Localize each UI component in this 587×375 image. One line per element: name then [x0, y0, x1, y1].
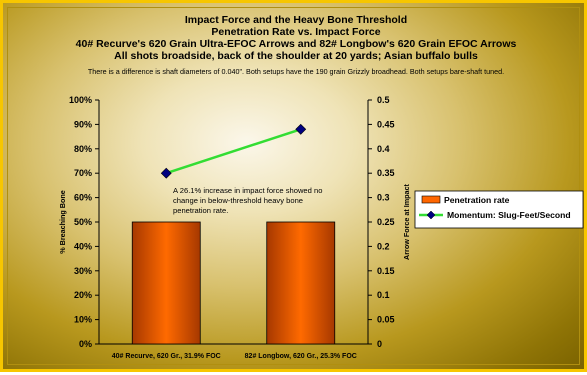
y-tick-label-right: 0.15	[377, 266, 395, 276]
bar	[131, 221, 201, 345]
legend-label: Momentum: Slug-Feet/Second	[447, 210, 571, 220]
chart-annotation-line: A 26.1% increase in impact force showed …	[173, 186, 322, 195]
legend-swatch-marker	[426, 210, 436, 220]
chart-title-line: Impact Force and the Heavy Bone Threshol…	[185, 14, 407, 26]
y-tick-label-right: 0.35	[377, 168, 395, 178]
y-tick-label-left: 90%	[74, 119, 92, 129]
y-tick-label-left: 80%	[74, 144, 92, 154]
chart-inner-border	[7, 7, 580, 365]
y-tick-label-right: 0.45	[377, 119, 395, 129]
y-tick-label-right: 0.2	[377, 241, 390, 251]
x-category-label: 82# Longbow, 620 Gr., 25.3% FOC	[245, 353, 357, 360]
y-tick-label-left: 60%	[74, 193, 92, 203]
y-tick-label-right: 0.5	[377, 95, 390, 105]
y-tick-label-left: 0%	[79, 339, 92, 349]
y-tick-label-left: 70%	[74, 168, 92, 178]
legend-swatch-bar	[421, 195, 441, 204]
y-tick-label-right: 0.3	[377, 193, 390, 203]
chart-annotation-line: penetration rate.	[173, 206, 228, 215]
chart-annotation-line: change in below-threshold heavy bone	[173, 196, 303, 205]
legend-label: Penetration rate	[444, 195, 510, 205]
y-tick-label-left: 20%	[74, 290, 92, 300]
y-tick-label-left: 100%	[69, 95, 92, 105]
y-tick-label-left: 50%	[74, 217, 92, 227]
y-tick-label-left: 40%	[74, 241, 92, 251]
chart-title-line: Penetration Rate vs. Impact Force	[211, 26, 380, 38]
momentum-marker	[295, 123, 307, 135]
legend-box	[414, 190, 584, 229]
y-tick-label-left: 30%	[74, 266, 92, 276]
x-category-label: 40# Recurve, 620 Gr., 31.9% FOC	[112, 353, 221, 360]
y-tick-label-right: 0.25	[377, 217, 395, 227]
y-tick-label-right: 0.4	[377, 144, 390, 154]
chart-subtitle: There is a difference is shaft diameters…	[88, 67, 504, 76]
chart-svg: Impact Force and the Heavy Bone Threshol…	[58, 14, 584, 360]
chart-title-line: All shots broadside, back of the shoulde…	[114, 50, 478, 62]
y-tick-label-right: 0.05	[377, 315, 395, 325]
y-tick-label-right: 0	[377, 339, 382, 349]
momentum-marker	[160, 167, 172, 179]
y-tick-label-left: 10%	[74, 315, 92, 325]
y-tick-label-right: 0.1	[377, 290, 390, 300]
momentum-line	[165, 128, 302, 175]
y-axis-label-right: Arrow Force at Impact	[402, 183, 411, 259]
y-axis-label-left: % Breaching Bone	[58, 190, 67, 254]
bar	[266, 221, 336, 345]
chart-title-line: 40# Recurve's 620 Grain Ultra-EFOC Arrow…	[76, 38, 517, 50]
